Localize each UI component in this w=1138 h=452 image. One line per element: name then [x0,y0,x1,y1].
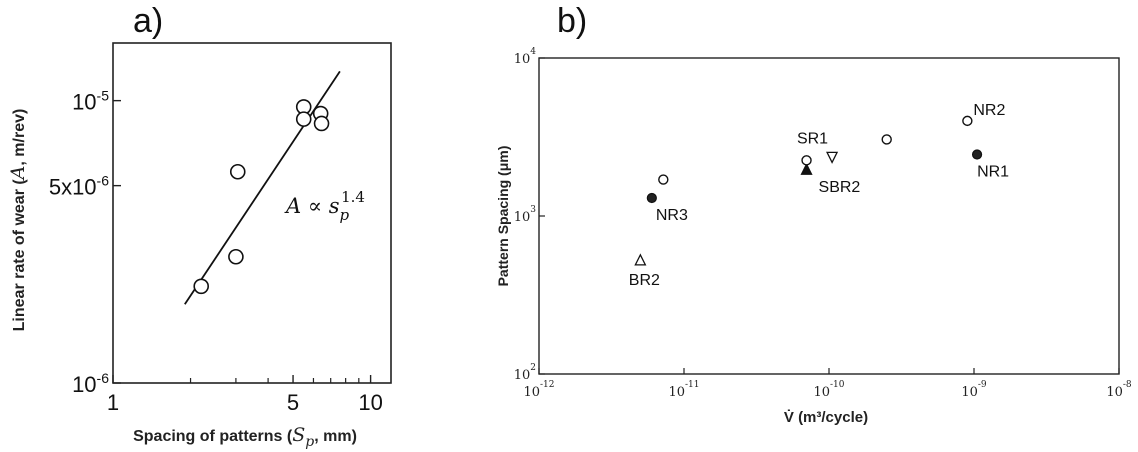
point-label: NR1 [977,164,1009,181]
x-tick-label-b: 10-12 [523,380,554,400]
x-axis-title-b: V̇ (m³/cycle) [784,409,868,426]
wear-rate-chart: 1 5 10 10-6 5x10-6 10-5 Linear rate of wear (… [7,42,392,450]
data-point [646,192,657,204]
y-tick-label-a: 10-6 [72,370,109,397]
y-tick-label-b: 104 [514,47,537,67]
x-tick-label-b: 10-11 [668,380,699,400]
x-tick-label-a: 1 [107,390,119,415]
panel-a-label: a) [133,2,164,40]
x-axis-title-a: Spacing of patterns (Sp, mm) [133,424,357,450]
x-tick-label-a: 10 [358,390,382,415]
data-point [971,149,983,160]
data-point [193,278,210,295]
data-point [634,253,647,266]
point-label: NR3 [656,207,688,224]
y-tick-label-b: 103 [514,205,537,225]
panel-b-label: b) [557,2,588,40]
point-label: SBR2 [819,179,861,196]
point-label: BR2 [629,272,660,289]
point-label: NR2 [973,102,1005,119]
data-point [800,162,813,175]
x-tick-label-b: 10-10 [813,380,844,400]
x-tick-label-a: 5 [287,390,299,415]
data-point [228,248,244,265]
y-axis-title-a: Linear rate of wear (A, m/rev) [7,109,29,332]
y-tick-label-a: 10-5 [72,88,109,115]
x-tick-label-b: 10-9 [961,380,987,400]
data-point [295,111,312,127]
plot-frame-a [112,42,392,384]
data-point [313,115,330,132]
data-point [962,115,973,127]
data-point [658,174,669,185]
y-tick-label-a: 5x10-6 [49,173,109,200]
x-tick-label-b: 10-8 [1106,380,1132,400]
data-point [826,151,839,164]
data-point [801,155,812,166]
y-axis-title-b: Pattern Spacing (μm) [495,146,511,287]
fit-line [184,70,341,305]
point-label: SR1 [797,130,828,147]
data-point [229,163,246,180]
plot-frame-b [538,57,1120,375]
data-point [881,134,892,145]
y-tick-label-b: 102 [514,363,536,383]
fit-annotation: A ∝ sp1.4 [284,188,365,224]
